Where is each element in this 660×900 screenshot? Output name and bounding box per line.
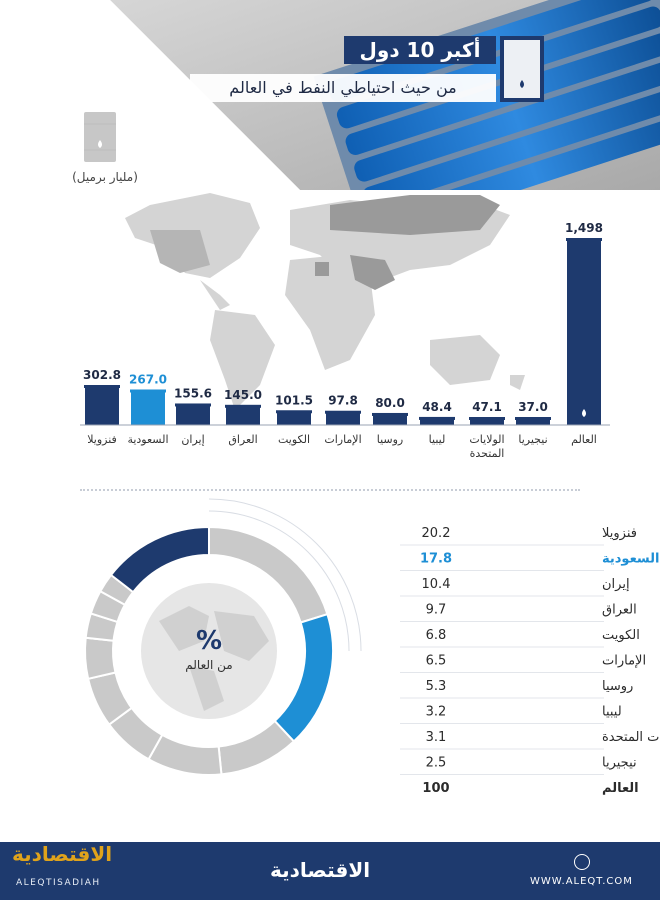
list-value-label: 17.8 xyxy=(420,552,452,567)
emblem-icon xyxy=(574,854,590,870)
list-country-label: نيجيريا xyxy=(602,756,637,771)
bar-rim-9 xyxy=(515,417,551,420)
bar-category-label: العالم xyxy=(571,433,597,446)
donut-center-label: % xyxy=(196,626,222,656)
bar-3 xyxy=(226,406,260,425)
list-value-label: 6.8 xyxy=(426,628,447,643)
bar-category-label: نيجيريا xyxy=(518,433,547,446)
list-country-label: ليبيا xyxy=(602,705,622,720)
list-country-label: فنزويلا xyxy=(602,526,637,541)
bar-category-label: الكويت xyxy=(278,433,310,446)
bar-value-label: 48.4 xyxy=(422,400,452,414)
bar-category-label: إيران xyxy=(181,433,204,446)
oil-barrel-icon xyxy=(500,36,544,102)
footer-logo-center[interactable]: الاقتصادية xyxy=(270,858,371,882)
list-value-label: 6.5 xyxy=(426,654,447,669)
footer-logo-left[interactable]: الاقتصادية xyxy=(12,842,113,866)
page-subtitle: من حيث احتياطي النفط في العالم xyxy=(190,74,496,102)
bar-7 xyxy=(420,418,454,425)
bar-1 xyxy=(131,391,165,425)
bar-rim-5 xyxy=(325,410,361,414)
bar-value-label: 155.6 xyxy=(174,386,212,400)
list-value-label: 9.7 xyxy=(426,603,447,618)
list-value-label: 3.1 xyxy=(426,730,447,745)
decorative-arc xyxy=(208,498,362,652)
bar-6 xyxy=(373,414,407,425)
list-country-label: الولايات المتحدة xyxy=(602,730,660,745)
bar-category-label: العراق xyxy=(228,433,257,446)
bar-rim-10 xyxy=(566,238,602,241)
bar-rim-4 xyxy=(276,410,312,414)
donut-chart: % من العالم xyxy=(84,498,362,776)
bar-value-label: 145.0 xyxy=(224,388,262,402)
bar-5 xyxy=(326,412,360,425)
world-map-image xyxy=(125,193,525,410)
bar-value-label: 37.0 xyxy=(518,400,548,414)
bar-rim-7 xyxy=(419,416,455,420)
bar-8 xyxy=(470,419,504,425)
bar-rim-2 xyxy=(175,403,211,407)
decorative-arc xyxy=(208,510,350,652)
bar-rim-6 xyxy=(372,412,408,416)
grey-barrel-icon xyxy=(84,112,116,162)
bar-category-label: فنزويلا xyxy=(87,433,117,446)
list-value-label: 20.2 xyxy=(422,526,451,541)
bar-value-label: 101.5 xyxy=(275,393,313,407)
bar-10 xyxy=(567,240,601,425)
section-divider xyxy=(80,489,580,491)
page-title: أكبر 10 دول xyxy=(344,36,496,64)
bar-value-label: 47.1 xyxy=(472,400,502,414)
bar-category-label: المتحدة xyxy=(470,447,505,460)
list-value-label: 10.4 xyxy=(422,577,451,592)
footer-logo-sub: ALEQTISADIAH xyxy=(16,878,101,888)
donut-slice-1 xyxy=(273,612,334,743)
donut-slice-2 xyxy=(217,719,296,776)
donut-slice-rest xyxy=(109,525,210,594)
footer-url-link[interactable]: WWW.ALEQT.COM xyxy=(530,876,633,887)
unit-label: (مليار برميل) xyxy=(72,170,138,184)
footer-bar: الاقتصادية ALEQTISADIAH الاقتصادية WWW.A… xyxy=(0,842,660,900)
bar-value-label: 97.8 xyxy=(328,394,358,408)
list-country-label: العراق xyxy=(602,603,637,618)
list-country-label: روسيا xyxy=(602,679,633,694)
list-value-label: 5.3 xyxy=(426,679,447,694)
bar-value-label: 302.8 xyxy=(83,368,121,382)
bar-value-label: 267.0 xyxy=(129,372,167,386)
bar-category-label: السعودية xyxy=(127,433,168,446)
bar-chart: 302.8 فنزويلا 267.0 السعودية 155.6 إيران 145.0… xyxy=(80,221,610,460)
bar-value-label: 1,498 xyxy=(565,221,603,235)
chart-canvas: 302.8 فنزويلا 267.0 السعودية 155.6 إيران 145.0… xyxy=(80,193,660,796)
bar-rim-0 xyxy=(84,385,120,388)
bar-4 xyxy=(277,412,311,425)
list-value-label: 3.2 xyxy=(426,705,447,720)
donut-center-sublabel: من العالم xyxy=(185,658,232,673)
list-country-label: العالم xyxy=(602,781,639,796)
bar-0 xyxy=(85,387,119,425)
list-country-label: الكويت xyxy=(602,628,640,643)
bar-9 xyxy=(516,419,550,425)
list-country-label: السعودية xyxy=(602,552,660,567)
bar-2 xyxy=(176,405,210,425)
bar-rim-3 xyxy=(225,404,261,408)
bar-rim-1 xyxy=(130,389,166,393)
bar-value-label: 80.0 xyxy=(375,396,405,410)
donut-slice-6 xyxy=(84,636,117,681)
bar-category-label: الولايات xyxy=(469,433,504,446)
list-country-label: إيران xyxy=(602,577,630,592)
list-country-label: الإمارات xyxy=(602,654,646,669)
globe-land xyxy=(159,606,269,711)
bar-category-label: ليبيا xyxy=(429,433,446,446)
list-value-label: 100 xyxy=(422,781,449,796)
oil-drop-icon xyxy=(582,409,586,417)
list-value-label: 2.5 xyxy=(426,756,447,771)
bar-category-label: روسيا xyxy=(377,433,404,446)
bar-rim-8 xyxy=(469,417,505,420)
percentage-list: فنزويلا 20.2 السعودية 17.8 إيران 10.4 العراق 9.… xyxy=(400,526,660,796)
bar-category-label: الإمارات xyxy=(324,433,361,446)
